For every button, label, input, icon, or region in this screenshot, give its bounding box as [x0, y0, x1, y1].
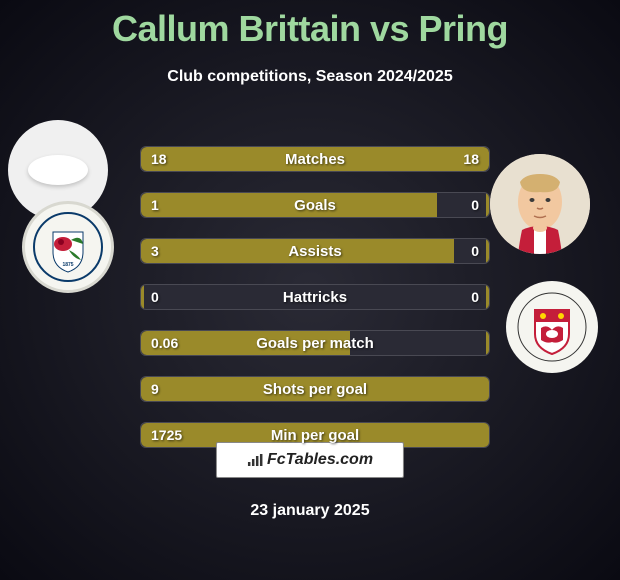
stat-label: Shots per goal — [141, 377, 489, 401]
page-title: Callum Brittain vs Pring — [0, 0, 620, 50]
page-subtitle: Club competitions, Season 2024/2025 — [0, 68, 620, 86]
stat-row: 1725Min per goal — [140, 422, 490, 448]
chart-icon — [247, 453, 263, 467]
stat-row: 30Assists — [140, 238, 490, 264]
placeholder-icon — [28, 155, 88, 185]
stat-label: Goals per match — [141, 331, 489, 355]
club-right-crest — [506, 281, 598, 373]
stat-row: 9Shots per goal — [140, 376, 490, 402]
source-label: FcTables.com — [267, 451, 373, 468]
player-face-icon — [490, 154, 590, 254]
comparison-bars: 1818Matches 10Goals 30Assists 00Hattricks 0.… — [140, 146, 490, 468]
bristol-city-icon — [517, 292, 587, 362]
stat-label: Goals — [141, 193, 489, 217]
stat-label: Hattricks — [141, 285, 489, 309]
club-left-crest: 1875 — [22, 201, 114, 293]
stat-row: 10Goals — [140, 192, 490, 218]
stat-label: Matches — [141, 147, 489, 171]
blackburn-rovers-icon: 1875 — [33, 212, 103, 282]
stat-row: 1818Matches — [140, 146, 490, 172]
stat-row: 0.06Goals per match — [140, 330, 490, 356]
comparison-content: 1875 1818Matches10Goals30Assists00Ha — [0, 126, 620, 446]
stat-label: Min per goal — [141, 423, 489, 447]
svg-text:1875: 1875 — [62, 262, 73, 268]
player-right-avatar — [490, 154, 590, 254]
stat-row: 00Hattricks — [140, 284, 490, 310]
source-badge: FcTables.com — [216, 442, 404, 478]
stat-label: Assists — [141, 239, 489, 263]
date-label: 23 january 2025 — [0, 502, 620, 520]
